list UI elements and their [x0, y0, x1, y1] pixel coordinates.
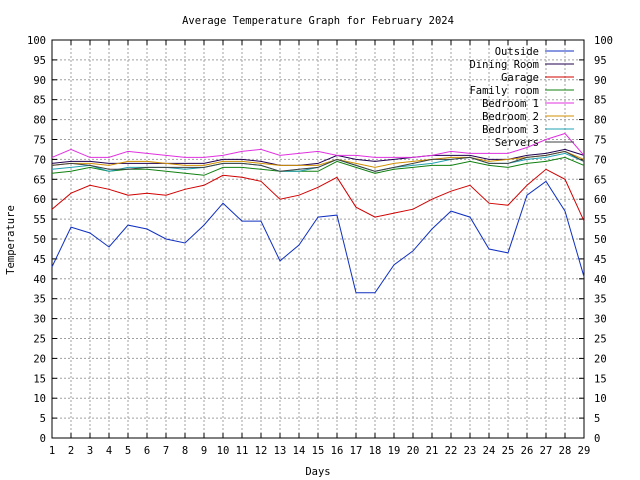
x-tick-labels: 1 2 3 4 5 6 7 8 9 10 11 12 13 14 15 16 17 18 19 20 21 22 23 24 2…	[49, 445, 590, 457]
x-tick-label: 13	[274, 445, 287, 457]
y-tick-label: 20	[33, 353, 46, 365]
x-tick-label: 12	[255, 445, 268, 457]
x-tick-label: 2	[68, 445, 74, 457]
x-tick-label: 26	[521, 445, 534, 457]
y-tick-label: 90	[33, 75, 46, 87]
x-tick-label: 1	[49, 445, 55, 457]
series-lines	[51, 132, 585, 294]
y-tick-label: 15	[33, 373, 46, 385]
y-tick-labels-right: 0 5 10 15 20 25 30 35 40 45 50 55 60 65 70 75 80 85 90 95 10…	[594, 35, 613, 445]
legend-label: Garage	[501, 72, 539, 84]
x-tick-label: 7	[163, 445, 169, 457]
y-tick-label: 15	[594, 373, 607, 385]
plot-border	[51, 39, 585, 439]
y-tick-label: 70	[33, 154, 46, 166]
y-tick-label: 0	[40, 433, 46, 445]
x-tick-label: 5	[125, 445, 131, 457]
y-tick-label: 50	[594, 234, 607, 246]
y-tick-label: 0	[594, 433, 600, 445]
legend-label: Family room	[469, 85, 539, 97]
y-tick-label: 10	[33, 393, 46, 405]
series-line-6	[51, 150, 585, 168]
y-tick-label: 45	[33, 254, 46, 266]
series-line-3	[51, 168, 585, 222]
y-tick-label: 80	[594, 115, 607, 127]
x-tick-label: 3	[87, 445, 93, 457]
x-tick-label: 19	[388, 445, 401, 457]
y-tick-label: 60	[594, 194, 607, 206]
legend-label: Bedroom 2	[482, 111, 539, 123]
series-line-5	[51, 132, 585, 158]
x-tick-label: 21	[426, 445, 439, 457]
x-tick-label: 9	[201, 445, 207, 457]
chart-title: Average Temperature Graph for February 2…	[182, 15, 454, 27]
y-tick-label: 65	[594, 174, 607, 186]
y-tick-label: 100	[27, 35, 46, 47]
y-axis-label: Temperature	[5, 205, 17, 275]
y-tick-label: 90	[594, 75, 607, 87]
legend-label: Servers	[495, 137, 539, 149]
y-tick-label: 30	[594, 314, 607, 326]
x-tick-label: 28	[559, 445, 572, 457]
x-tick-label: 4	[106, 445, 112, 457]
y-tick-label: 55	[594, 214, 607, 226]
y-tick-label: 65	[33, 174, 46, 186]
legend-label: Dining Room	[469, 59, 539, 71]
x-tick-label: 8	[182, 445, 188, 457]
x-tick-label: 20	[407, 445, 420, 457]
y-tick-label: 75	[594, 135, 607, 147]
y-tick-label: 25	[33, 334, 46, 346]
y-tick-label: 35	[33, 294, 46, 306]
y-tick-label: 30	[33, 314, 46, 326]
y-tick-label: 60	[33, 194, 46, 206]
legend-label: Outside	[495, 46, 539, 58]
y-tick-label: 40	[594, 274, 607, 286]
x-axis-label: Days	[305, 466, 330, 478]
x-tick-label: 22	[445, 445, 458, 457]
y-tick-label: 40	[33, 274, 46, 286]
x-tick-label: 11	[236, 445, 249, 457]
x-tick-label: 24	[483, 445, 496, 457]
x-tick-label: 18	[369, 445, 382, 457]
y-tick-label: 45	[594, 254, 607, 266]
y-tick-label: 10	[594, 393, 607, 405]
x-tick-label: 25	[502, 445, 515, 457]
series-line-8	[51, 150, 585, 172]
y-tick-label: 70	[594, 154, 607, 166]
legend-label: Bedroom 1	[482, 98, 539, 110]
legend-label: Bedroom 3	[482, 124, 539, 136]
axes	[51, 39, 585, 439]
y-tick-label: 20	[594, 353, 607, 365]
series-line-2	[51, 148, 585, 166]
x-tick-label: 10	[217, 445, 230, 457]
x-tick-label: 15	[312, 445, 325, 457]
x-tick-label: 6	[144, 445, 150, 457]
y-tick-label: 95	[594, 55, 607, 67]
y-tick-label: 35	[594, 294, 607, 306]
y-tick-label: 55	[33, 214, 46, 226]
y-tick-labels-left: 0 5 10 15 20 25 30 35 40 45 50 55 60 65 70 75 80 85 90 95 10…	[27, 35, 46, 445]
y-tick-label: 5	[594, 413, 600, 425]
x-tick-label: 29	[578, 445, 591, 457]
series-line-4	[51, 156, 585, 176]
series-line-1	[51, 180, 585, 294]
y-tick-label: 80	[33, 115, 46, 127]
grid	[52, 40, 584, 438]
x-tick-label: 23	[464, 445, 477, 457]
x-tick-label: 16	[331, 445, 344, 457]
y-tick-label: 50	[33, 234, 46, 246]
y-tick-label: 85	[33, 95, 46, 107]
x-tick-label: 17	[350, 445, 363, 457]
y-tick-label: 100	[594, 35, 613, 47]
y-tick-label: 75	[33, 135, 46, 147]
x-tick-label: 14	[293, 445, 306, 457]
x-tick-label: 27	[540, 445, 553, 457]
y-tick-label: 85	[594, 95, 607, 107]
y-tick-label: 5	[40, 413, 46, 425]
y-tick-label: 25	[594, 334, 607, 346]
y-tick-label: 95	[33, 55, 46, 67]
